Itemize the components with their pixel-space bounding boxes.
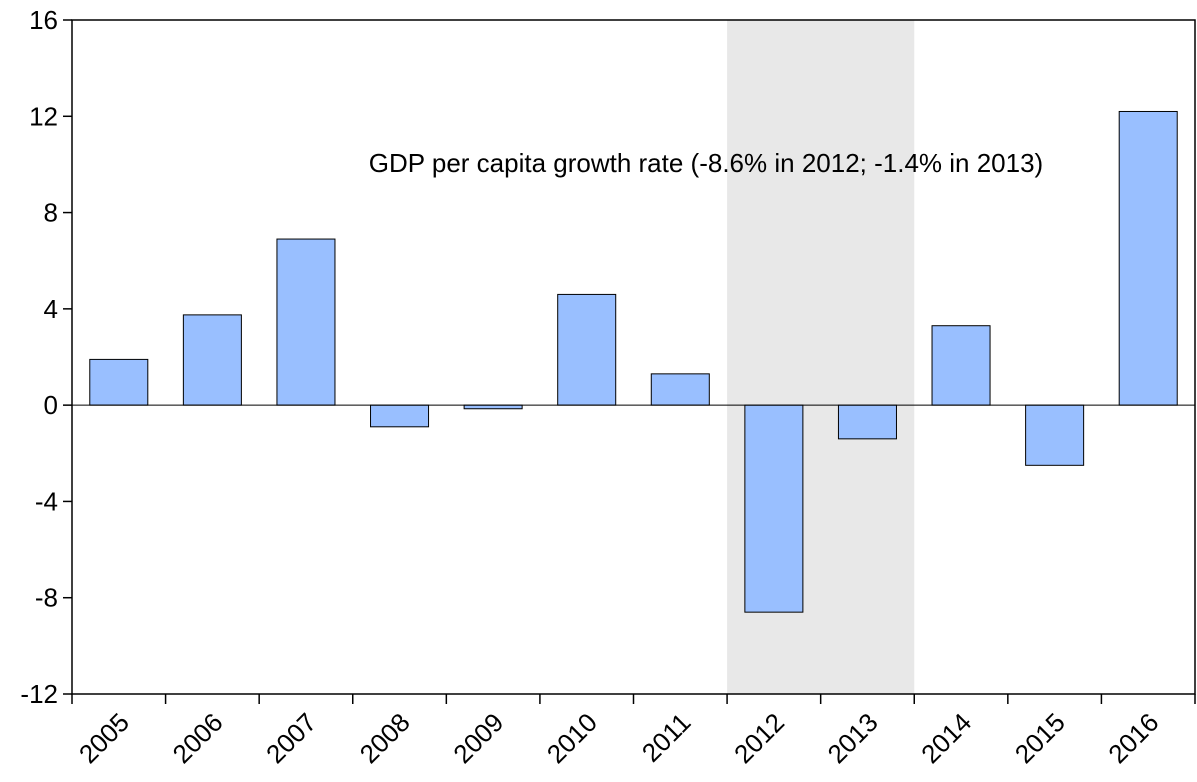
bar-2011 [650, 373, 710, 406]
x-tick-label: 2014 [915, 707, 977, 769]
x-tick-label: 2011 [636, 707, 697, 768]
x-tick-label: 2006 [167, 707, 229, 769]
y-tick-label: -8 [35, 583, 58, 613]
y-tick-label: 0 [44, 390, 58, 420]
bar-2007 [276, 238, 336, 406]
bars-layer [89, 110, 1178, 613]
bar-2013 [837, 404, 897, 440]
bar-2012 [744, 404, 804, 613]
x-tick-label: 2008 [354, 707, 416, 769]
y-tick-label: 16 [29, 5, 58, 35]
x-tick-label: 2015 [1009, 707, 1071, 769]
bar-2015 [1025, 404, 1085, 466]
x-tick-label: 2012 [728, 707, 790, 769]
bar-2010 [557, 293, 617, 406]
y-tick-label: -4 [35, 486, 58, 516]
x-tick-label: 2009 [447, 707, 509, 769]
bar-2008 [370, 404, 430, 428]
y-tick-label: 12 [29, 101, 58, 131]
y-tick-label: 4 [44, 294, 58, 324]
y-tick-label: 8 [44, 198, 58, 228]
bar-2014 [931, 325, 991, 406]
chart-annotation: GDP per capita growth rate (-8.6% in 201… [369, 148, 1043, 178]
bar-2005 [89, 358, 149, 406]
x-tick-label: 2016 [1102, 707, 1164, 769]
x-tick-label: 2010 [541, 707, 603, 769]
x-tick-label: 2005 [73, 707, 135, 769]
bar-2009 [463, 404, 523, 410]
x-tick-label: 2007 [260, 707, 322, 769]
y-tick-label: -12 [20, 679, 58, 709]
bar-2016 [1118, 110, 1178, 406]
x-tick-label: 2013 [822, 707, 884, 769]
bar-2006 [182, 314, 242, 406]
